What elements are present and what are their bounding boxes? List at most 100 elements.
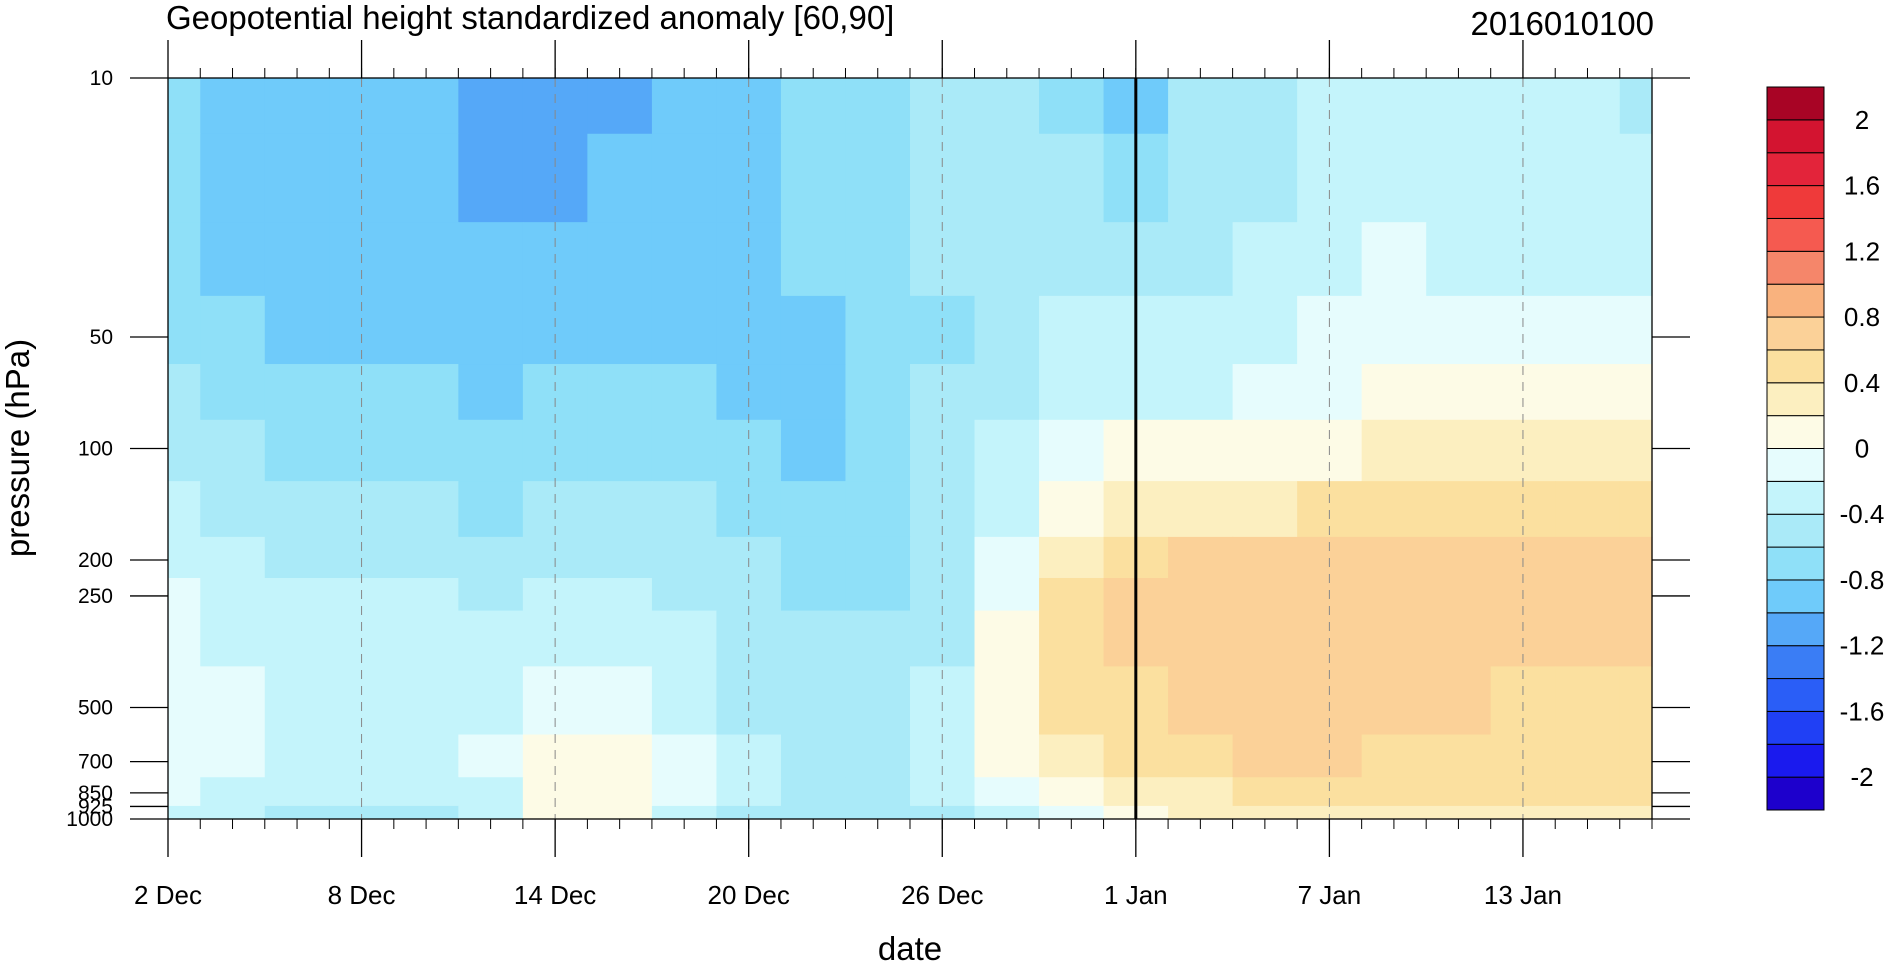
field-cell [845,610,911,667]
field-cell [651,222,718,297]
field-cell [845,222,911,297]
x-tick-label: 1 Jan [1104,880,1168,910]
field-cell [1426,481,1492,538]
field-cell [264,734,330,778]
field-cell [200,419,266,482]
colorbar-box [1766,480,1825,515]
field-cell [587,777,653,807]
x-tick-label: 7 Jan [1298,880,1362,910]
field-cell [393,666,459,736]
field-cell [974,78,1040,135]
colorbar-label: 0.8 [1844,302,1880,332]
field-cell [1426,734,1492,778]
field-cell [780,78,847,135]
field-cell [1361,222,1427,297]
field-cell [393,133,459,223]
field-cell [651,364,718,421]
field-cell [168,577,201,612]
field-cell [458,133,524,223]
field-cell [1168,222,1234,297]
colorbar-box [1766,546,1825,581]
field-cell [587,536,653,579]
field-cell [587,577,653,612]
field-cell [910,78,976,135]
field-cell [1426,133,1492,223]
field-cell [1039,805,1105,820]
field-cell [1426,536,1492,579]
field-cell [393,577,459,612]
field-cell [651,295,718,365]
colorbar-label: -0.8 [1840,565,1885,595]
field-cell [200,222,266,297]
field-cell [200,777,266,807]
field-cell [329,805,395,820]
field-cell [1555,222,1621,297]
field-cell [1168,610,1234,667]
field-cell [522,805,588,820]
field-cell [458,222,524,297]
field-cell [264,78,330,135]
field-cell [1426,78,1492,135]
field-cell [1361,577,1427,612]
field-cell [1232,805,1298,820]
field-cell [168,133,201,223]
field-cell [458,734,524,778]
field-cell [1039,364,1105,421]
field-cell [264,419,330,482]
field-cell [651,419,718,482]
field-cell [845,481,911,538]
field-cell [845,364,911,421]
y-tick-label: 50 [90,326,113,349]
chart-title: Geopotential height standardized anomaly… [166,0,894,36]
field-cell [393,78,459,135]
x-tick-label: 14 Dec [514,880,596,910]
field-cell [1168,777,1234,807]
x-tick-label: 20 Dec [708,880,790,910]
field-cell [1168,805,1234,820]
field-cell [1490,805,1556,820]
field-cell [1039,577,1105,612]
field-cell [1361,666,1427,736]
field-cell [974,419,1040,482]
field-cell [651,777,718,807]
field-cell [845,133,911,223]
field-cell [845,734,911,778]
field-cell [1361,295,1427,365]
colorbar-box [1766,513,1825,548]
field-cell [651,536,718,579]
field-cell [1619,78,1653,135]
colorbar-label: 2 [1855,105,1869,135]
colorbar-box [1766,776,1825,811]
field-cell [1619,536,1653,579]
field-cell [264,222,330,297]
field-cell [1555,777,1621,807]
field-cell [651,577,718,612]
field-cell [1619,777,1653,807]
x-tick-label: 8 Dec [328,880,396,910]
y-tick-label: 1000 [66,808,113,831]
field-cell [168,610,201,667]
field-cell [1168,133,1234,223]
field-cell [200,78,266,135]
field-cell [1361,610,1427,667]
field-cell [200,577,266,612]
field-cell [1232,364,1298,421]
field-cell [1039,481,1105,538]
field-cell [1619,805,1653,820]
field-cell [1619,295,1653,365]
field-cell [1555,805,1621,820]
field-cell [1426,295,1492,365]
field-cell [651,481,718,538]
field-cell [1361,536,1427,579]
field-cell [1619,419,1653,482]
field-cell [1426,222,1492,297]
y-tick-label: 10 [90,67,113,90]
field-cell [168,536,201,579]
field-cell [200,364,266,421]
field-cell [200,295,266,365]
colorbar-label: -0.4 [1840,499,1885,529]
field-cell [1232,777,1298,807]
field-cell [1555,78,1621,135]
field-cell [845,295,911,365]
field-cell [200,133,266,223]
